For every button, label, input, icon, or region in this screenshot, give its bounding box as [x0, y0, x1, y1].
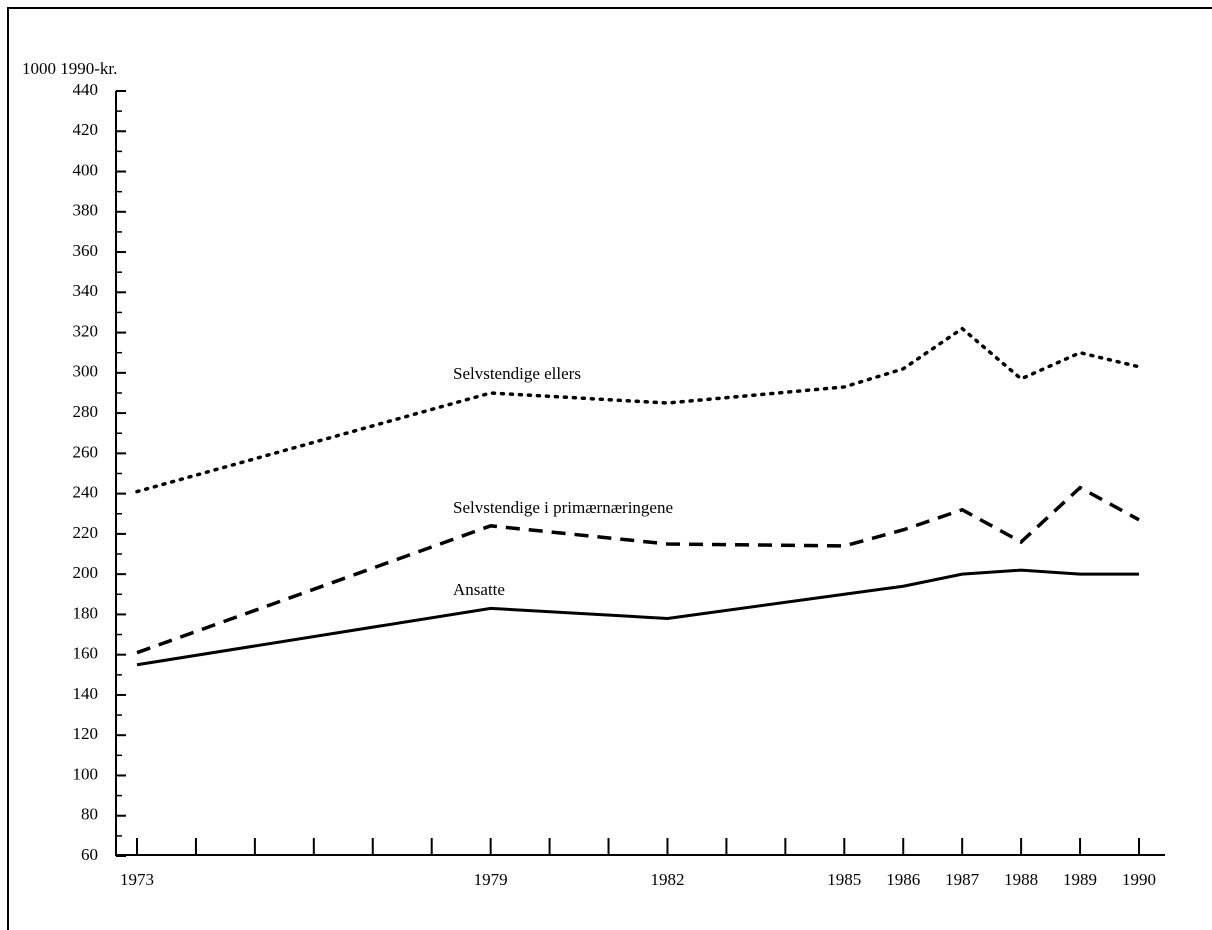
- y-tick-label: 420: [73, 120, 99, 139]
- x-tick-label: 1979: [474, 870, 508, 889]
- y-tick-label: 200: [73, 563, 99, 582]
- y-tick-label: 100: [73, 764, 99, 783]
- x-tick-label: 1987: [945, 870, 980, 889]
- y-tick-label: 60: [81, 845, 98, 864]
- series-line: [136, 485, 1140, 655]
- x-tick-label: 1973: [120, 870, 154, 889]
- y-tick-label: 180: [73, 603, 99, 622]
- x-tick-label: 1990: [1122, 870, 1156, 889]
- y-tick-label: 280: [73, 402, 99, 421]
- y-tick-label: 160: [73, 644, 99, 663]
- y-tick-label: 220: [73, 523, 99, 542]
- y-tick-label: 260: [73, 442, 99, 461]
- series-label: Selvstendige ellers: [453, 364, 581, 383]
- series-label: Ansatte: [453, 580, 505, 599]
- x-tick-label: 1985: [827, 870, 861, 889]
- y-tick-label: 360: [73, 241, 99, 260]
- y-tick-label: 120: [73, 724, 99, 743]
- y-tick-label: 140: [73, 684, 99, 703]
- y-tick-label: 400: [73, 160, 99, 179]
- y-tick-label: 320: [73, 321, 99, 340]
- series-line: [135, 326, 1141, 494]
- x-tick-label: 1982: [650, 870, 684, 889]
- series-line: [136, 568, 1139, 667]
- x-tick-label: 1988: [1004, 870, 1038, 889]
- y-tick-label: 240: [73, 483, 99, 502]
- series-label: Selvstendige i primærnæringene: [453, 498, 673, 517]
- x-tick-label: 1986: [886, 870, 920, 889]
- y-tick-label: 80: [81, 805, 98, 824]
- y-tick-label: 440: [73, 80, 99, 99]
- y-tick-label: 300: [73, 362, 99, 381]
- y-tick-label: 380: [73, 201, 99, 220]
- y-tick-label: 340: [73, 281, 99, 300]
- frame: [7, 7, 1212, 930]
- x-tick-label: 1989: [1063, 870, 1097, 889]
- y-axis-label: 1000 1990-kr.: [22, 59, 117, 78]
